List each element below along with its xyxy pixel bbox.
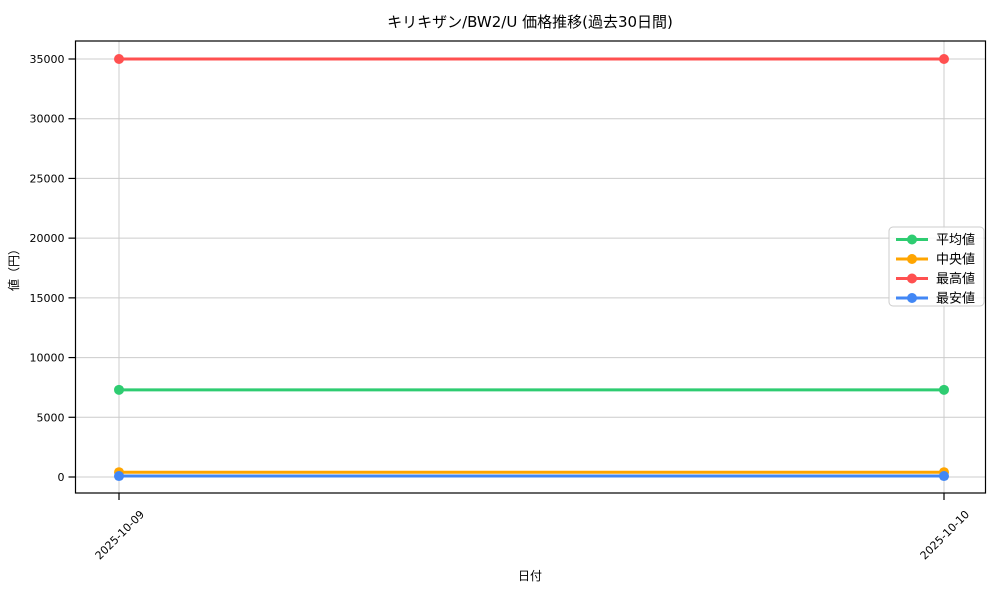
series-marker-2 — [114, 54, 124, 64]
series-marker-0 — [939, 384, 949, 395]
y-tick-label: 0 — [58, 471, 65, 484]
y-tick-label: 15000 — [30, 292, 65, 305]
x-tick-label: 2025-10-09 — [93, 508, 147, 562]
x-tick-label: 2025-10-10 — [918, 508, 972, 562]
legend-box — [888, 226, 985, 307]
series-layer — [114, 54, 949, 482]
y-tick-label: 25000 — [30, 172, 65, 185]
legend-marker-2 — [907, 273, 917, 284]
legend-marker-0 — [907, 234, 917, 245]
y-tick-label: 10000 — [30, 352, 65, 365]
legend-marker-3 — [907, 293, 917, 303]
series-marker-3 — [939, 471, 949, 482]
y-tick-label: 20000 — [30, 232, 65, 245]
x-axis-label: 日付 — [518, 569, 542, 583]
legend-label-2: 最高値 — [936, 271, 975, 287]
series-marker-2 — [939, 54, 949, 64]
ticks-layer: 0 5000 10000 15000 20000 25000 30000 35000 2025-… — [30, 53, 973, 562]
legend-label-3: 最安値 — [936, 291, 975, 307]
legend-label-0: 平均値 — [936, 232, 975, 248]
plot-frame — [74, 40, 987, 494]
chart-title: キリキザン/BW2/U 価格推移(過去30日間) — [387, 13, 673, 31]
y-tick-label: 5000 — [37, 411, 65, 424]
y-tick-label: 30000 — [30, 113, 65, 126]
series-marker-0 — [114, 384, 124, 395]
legend-marker-1 — [907, 254, 917, 264]
legend-label-1: 中央値 — [936, 252, 975, 268]
y-tick-label: 35000 — [30, 53, 65, 66]
y-axis-label: 値（円） — [6, 243, 21, 291]
series-marker-3 — [114, 471, 124, 482]
grid-layer — [75, 41, 986, 493]
